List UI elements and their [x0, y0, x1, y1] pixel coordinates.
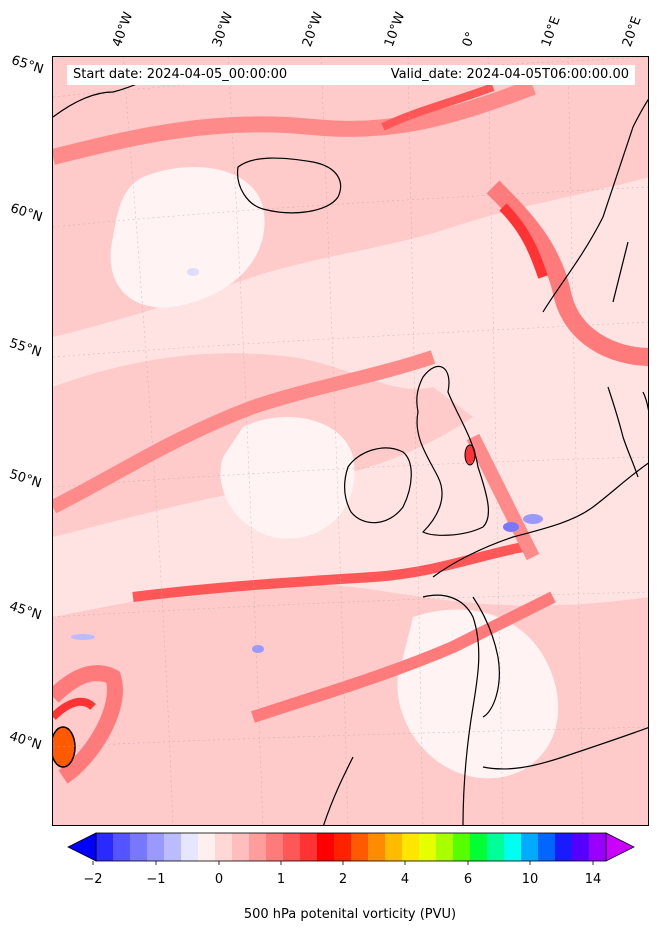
ireland-coast [344, 447, 412, 524]
baltic-coast [642, 391, 648, 411]
pv-streak [53, 665, 123, 784]
colorbar-cell [555, 833, 573, 861]
colorbar-tick-label: −1 [146, 872, 166, 887]
graticule [53, 57, 648, 825]
scandinavia-coast [542, 98, 648, 313]
colorbar-cell [300, 833, 318, 861]
colorbar-cell [164, 833, 182, 861]
pv-streak [466, 433, 540, 561]
france-coast [472, 596, 500, 718]
colorbar-cell [334, 833, 352, 861]
colorbar-cell [572, 833, 590, 861]
colorbar-cell [283, 833, 301, 861]
pv-streak [499, 203, 548, 279]
iberia-coast [422, 594, 480, 825]
pv-negative-spot [523, 514, 543, 524]
colorbar-cell [453, 833, 471, 861]
colorbar-cell [232, 833, 250, 861]
colorbar-cell [521, 833, 539, 861]
colorbar-tick-label: 4 [400, 872, 410, 887]
europe-coast [432, 462, 648, 578]
colorbar-outline [95, 832, 607, 862]
colorbar-tick-label: 6 [463, 872, 473, 887]
pv-max-spot [53, 726, 76, 768]
colorbar-cell [198, 833, 216, 861]
pv-streak [53, 79, 536, 165]
colorbar-cell [249, 833, 267, 861]
pv-region [220, 417, 355, 539]
colorbar-cell [538, 833, 556, 861]
colorbar-cell [147, 833, 165, 861]
start-date-label: Start date: 2024-04-05_00:00:00 [67, 65, 373, 85]
colorbar-label: 500 hPa potenital vorticity (PVU) [243, 907, 457, 922]
colorbar-cell [181, 833, 199, 861]
colorbar-cell [113, 833, 131, 861]
pv-streak [251, 591, 556, 723]
pv-streak [132, 542, 524, 602]
colorbar-cell [130, 833, 148, 861]
colorbar-cell [419, 833, 437, 861]
colorbar-cell [470, 833, 488, 861]
pv-negative-spot [252, 645, 264, 653]
norway-coast [612, 241, 629, 303]
morocco-coast [323, 756, 354, 825]
colorbar-cell [589, 833, 607, 861]
map-panel [52, 56, 649, 826]
colorbar-tick-label: −2 [83, 872, 103, 887]
denmark-coast [607, 386, 639, 478]
pv-negative-spot [187, 268, 199, 276]
pv-streak [381, 83, 495, 131]
colorbar-cell [96, 833, 114, 861]
colorbar-cell [215, 833, 233, 861]
pv-negative-spot [503, 522, 519, 532]
colorbar-cell [351, 833, 369, 861]
pv-streak [53, 350, 436, 514]
colorbar-cell [385, 833, 403, 861]
pv-negative-spot [71, 634, 95, 640]
colorbar-tick-label: 2 [338, 872, 348, 887]
colorbar-cell [504, 833, 522, 861]
britain-coast [416, 365, 489, 536]
colorbar-tick-label: 14 [584, 872, 602, 887]
colorbar-cell [402, 833, 420, 861]
colorbar-cell [487, 833, 505, 861]
coastlines [53, 66, 648, 825]
colorbar-tick-label: 1 [276, 872, 286, 887]
colorbar-min-arrow [67, 832, 97, 862]
colorbar-tick-label: 0 [214, 872, 224, 887]
valid-date-label: Valid_date: 2024-04-05T06:00:00.00 [367, 65, 635, 85]
colorbar-cell [266, 833, 284, 861]
colorbar-cell [368, 833, 386, 861]
africa-coast [482, 727, 648, 770]
iceland-coast [236, 157, 342, 214]
colorbar-cell [436, 833, 454, 861]
pv-streak [53, 697, 96, 720]
colorbar-max-arrow [605, 832, 635, 862]
pv-streak [486, 180, 648, 366]
pv-field-map [53, 57, 648, 825]
pv-region [110, 167, 265, 308]
colorbar-cell [317, 833, 335, 861]
colorbar-tick-label: 10 [521, 872, 539, 887]
